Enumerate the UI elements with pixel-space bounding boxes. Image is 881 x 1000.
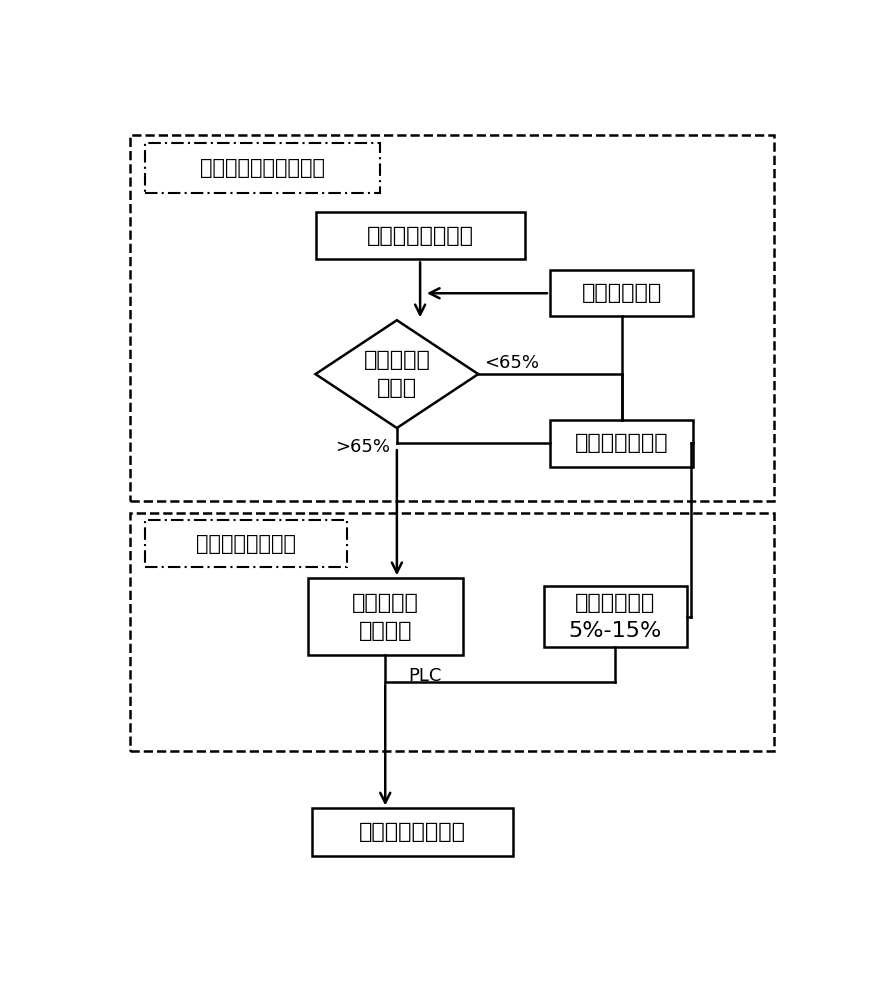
Bar	[312, 808, 513, 856]
Text: 供氧浓度区间
5%-15%: 供氧浓度区间 5%-15%	[569, 593, 662, 641]
Bar	[550, 420, 693, 466]
Text: 智能反馈控制方案: 智能反馈控制方案	[196, 534, 296, 554]
Bar	[307, 578, 463, 655]
Bar	[315, 212, 525, 259]
Bar	[130, 513, 774, 751]
Bar	[550, 270, 693, 316]
Text: 厌氧发酵残余沼渣: 厌氧发酵残余沼渣	[366, 226, 474, 245]
Text: <65%: <65%	[485, 354, 539, 372]
Text: 有机质含量
的测定: 有机质含量 的测定	[364, 350, 430, 398]
Bar	[145, 520, 346, 567]
Polygon shape	[315, 320, 478, 428]
Text: 智能型好氧
堆肥系统: 智能型好氧 堆肥系统	[352, 593, 418, 641]
Text: PLC: PLC	[409, 667, 442, 685]
Bar	[544, 586, 687, 647]
Text: 填充剂（秸秆）: 填充剂（秸秆）	[574, 433, 669, 453]
Text: 堆肥产品质量评价: 堆肥产品质量评价	[359, 822, 466, 842]
Text: 沼渣联合堆肥配比方案: 沼渣联合堆肥配比方案	[200, 158, 325, 178]
Text: >65%: >65%	[335, 438, 390, 456]
Bar	[145, 143, 380, 193]
Bar	[130, 135, 774, 501]
Text: 好氧堆肥辅料: 好氧堆肥辅料	[581, 283, 662, 303]
